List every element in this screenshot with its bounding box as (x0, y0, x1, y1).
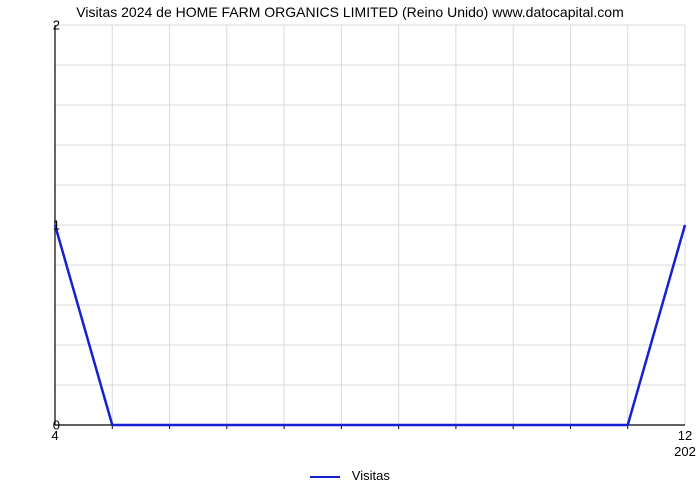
plot-svg (55, 25, 685, 425)
x-tick-label: 12 (678, 428, 692, 443)
line-chart: Visitas 2024 de HOME FARM ORGANICS LIMIT… (0, 0, 700, 500)
x-tick-label: 4 (51, 428, 58, 443)
y-tick-label: 2 (10, 18, 60, 33)
legend-swatch (310, 476, 340, 478)
legend: Visitas (0, 468, 700, 483)
chart-title: Visitas 2024 de HOME FARM ORGANICS LIMIT… (0, 4, 700, 20)
x-sub-label: 202 (674, 444, 696, 459)
legend-label: Visitas (352, 468, 390, 483)
plot-area (55, 25, 685, 425)
y-tick-label: 1 (10, 218, 60, 233)
